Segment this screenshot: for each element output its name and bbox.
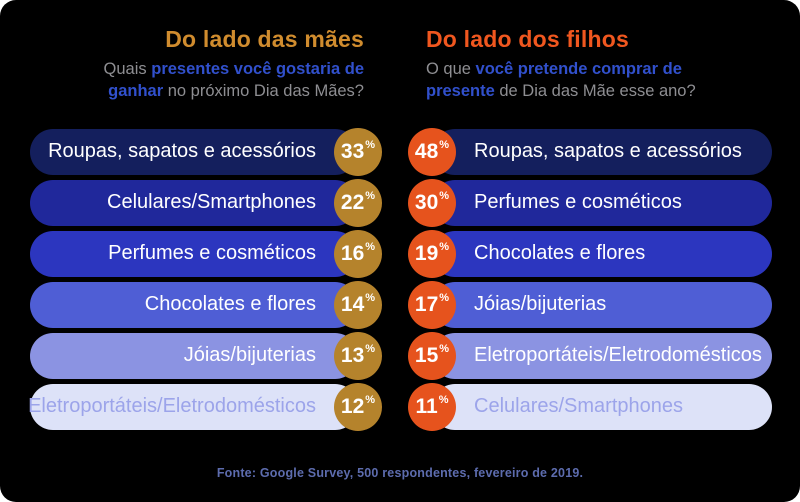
gift-label: Jóias/bijuterias [474,293,607,316]
gift-row-pill: Jóias/bijuterias 17 % [408,280,772,329]
mothers-title: Do lado das mães [165,26,364,52]
question-text-run: Quais [103,60,152,79]
percent-sign: % [439,190,450,203]
gift-row-pill: Celulares/Smartphones 11 % [408,382,772,431]
percent-value: 13 [340,344,365,368]
percent-sign: % [365,343,376,356]
percent-sign: % [365,190,376,203]
gift-row-pill: Roupas, sapatos e acessórios 48 % [408,127,772,176]
children-title: Do lado dos filhos [426,26,629,52]
percent-sign: % [365,139,376,152]
question-text-run: no próximo Dia das Mães? [163,82,364,101]
percent-value: 19 [414,242,439,266]
mothers-rows: Roupas, sapatos e acessórios 33 % Celula… [28,127,382,435]
gift-label: Perfumes e cosméticos [474,191,682,214]
children-question: O que você pretende comprar de presente … [426,59,748,103]
gift-label: Eletroportáteis/Eletrodomésticos [28,395,316,418]
percent-sign: % [365,394,376,407]
mothers-question: Quais presentes você gostaria de ganhar … [52,59,364,103]
gift-label: Eletroportáteis/Eletrodomésticos [474,344,762,367]
percent-badge: 14 % [334,280,382,329]
comparison-rows: Roupas, sapatos e acessórios 33 % Celula… [0,127,800,435]
percent-sign: % [439,343,450,356]
gift-label: Roupas, sapatos e acessórios [474,140,742,163]
gift-label: Celulares/Smartphones [107,191,316,214]
percent-badge: 15 % [408,331,456,380]
percent-badge: 30 % [408,178,456,227]
percent-badge: 11 % [408,382,456,431]
gift-row-pill: Chocolates e flores 14 % [30,280,382,329]
gift-label: Perfumes e cosméticos [108,242,316,265]
question-text-run: O que [426,60,476,79]
percent-badge: 13 % [334,331,382,380]
question-text-run: você pretende comprar de presente [426,60,682,101]
percent-badge: 17 % [408,280,456,329]
gift-row-pill: Eletroportáteis/Eletrodomésticos 15 % [408,331,772,380]
gift-label: Chocolates e flores [144,293,316,316]
gift-row-pill: Celulares/Smartphones 22 % [30,178,382,227]
gift-row-pill: Chocolates e flores 19 % [408,229,772,278]
mothers-header: Do lado das mães Quais presentes você go… [30,26,382,103]
percent-value: 30 [414,191,439,215]
percent-sign: % [438,394,449,407]
percent-sign: % [365,241,376,254]
percent-sign: % [365,292,376,305]
gift-row-pill: Roupas, sapatos e acessórios 33 % [30,127,382,176]
children-rows: Roupas, sapatos e acessórios 48 % Perfum… [408,127,772,435]
percent-value: 15 [414,344,439,368]
percent-value: 22 [340,191,365,215]
question-text-run: presentes você gostaria de ganhar [108,60,364,101]
percent-sign: % [439,139,450,152]
percent-badge: 22 % [334,178,382,227]
gift-label: Celulares/Smartphones [474,395,683,418]
gift-row-pill: Jóias/bijuterias 13 % [30,331,382,380]
gift-label: Roupas, sapatos e acessórios [48,140,316,163]
percent-value: 33 [340,140,365,164]
source-note: Fonte: Google Survey, 500 respondentes, … [216,466,584,480]
percent-value: 48 [414,140,439,164]
question-text-run: de Dia das Mãe esse ano? [494,82,696,101]
percent-badge: 19 % [408,229,456,278]
gift-label: Chocolates e flores [474,242,646,265]
percent-value: 16 [340,242,365,266]
percent-value: 12 [340,395,365,419]
percent-sign: % [439,292,450,305]
percent-badge: 33 % [334,127,382,176]
percent-badge: 12 % [334,382,382,431]
gift-row-pill: Perfumes e cosméticos 30 % [408,178,772,227]
percent-badge: 48 % [408,127,456,176]
percent-sign: % [439,241,450,254]
gift-label: Jóias/bijuterias [183,344,316,367]
children-header: Do lado dos filhos O que você pretende c… [408,26,772,103]
percent-value: 11 [415,395,438,419]
percent-value: 17 [414,293,439,317]
gift-row-pill: Eletroportáteis/Eletrodomésticos 12 % [28,382,382,431]
percent-badge: 16 % [334,229,382,278]
header-row: Do lado das mães Quais presentes você go… [0,26,800,103]
percent-value: 14 [340,293,365,317]
gift-row-pill: Perfumes e cosméticos 16 % [30,229,382,278]
